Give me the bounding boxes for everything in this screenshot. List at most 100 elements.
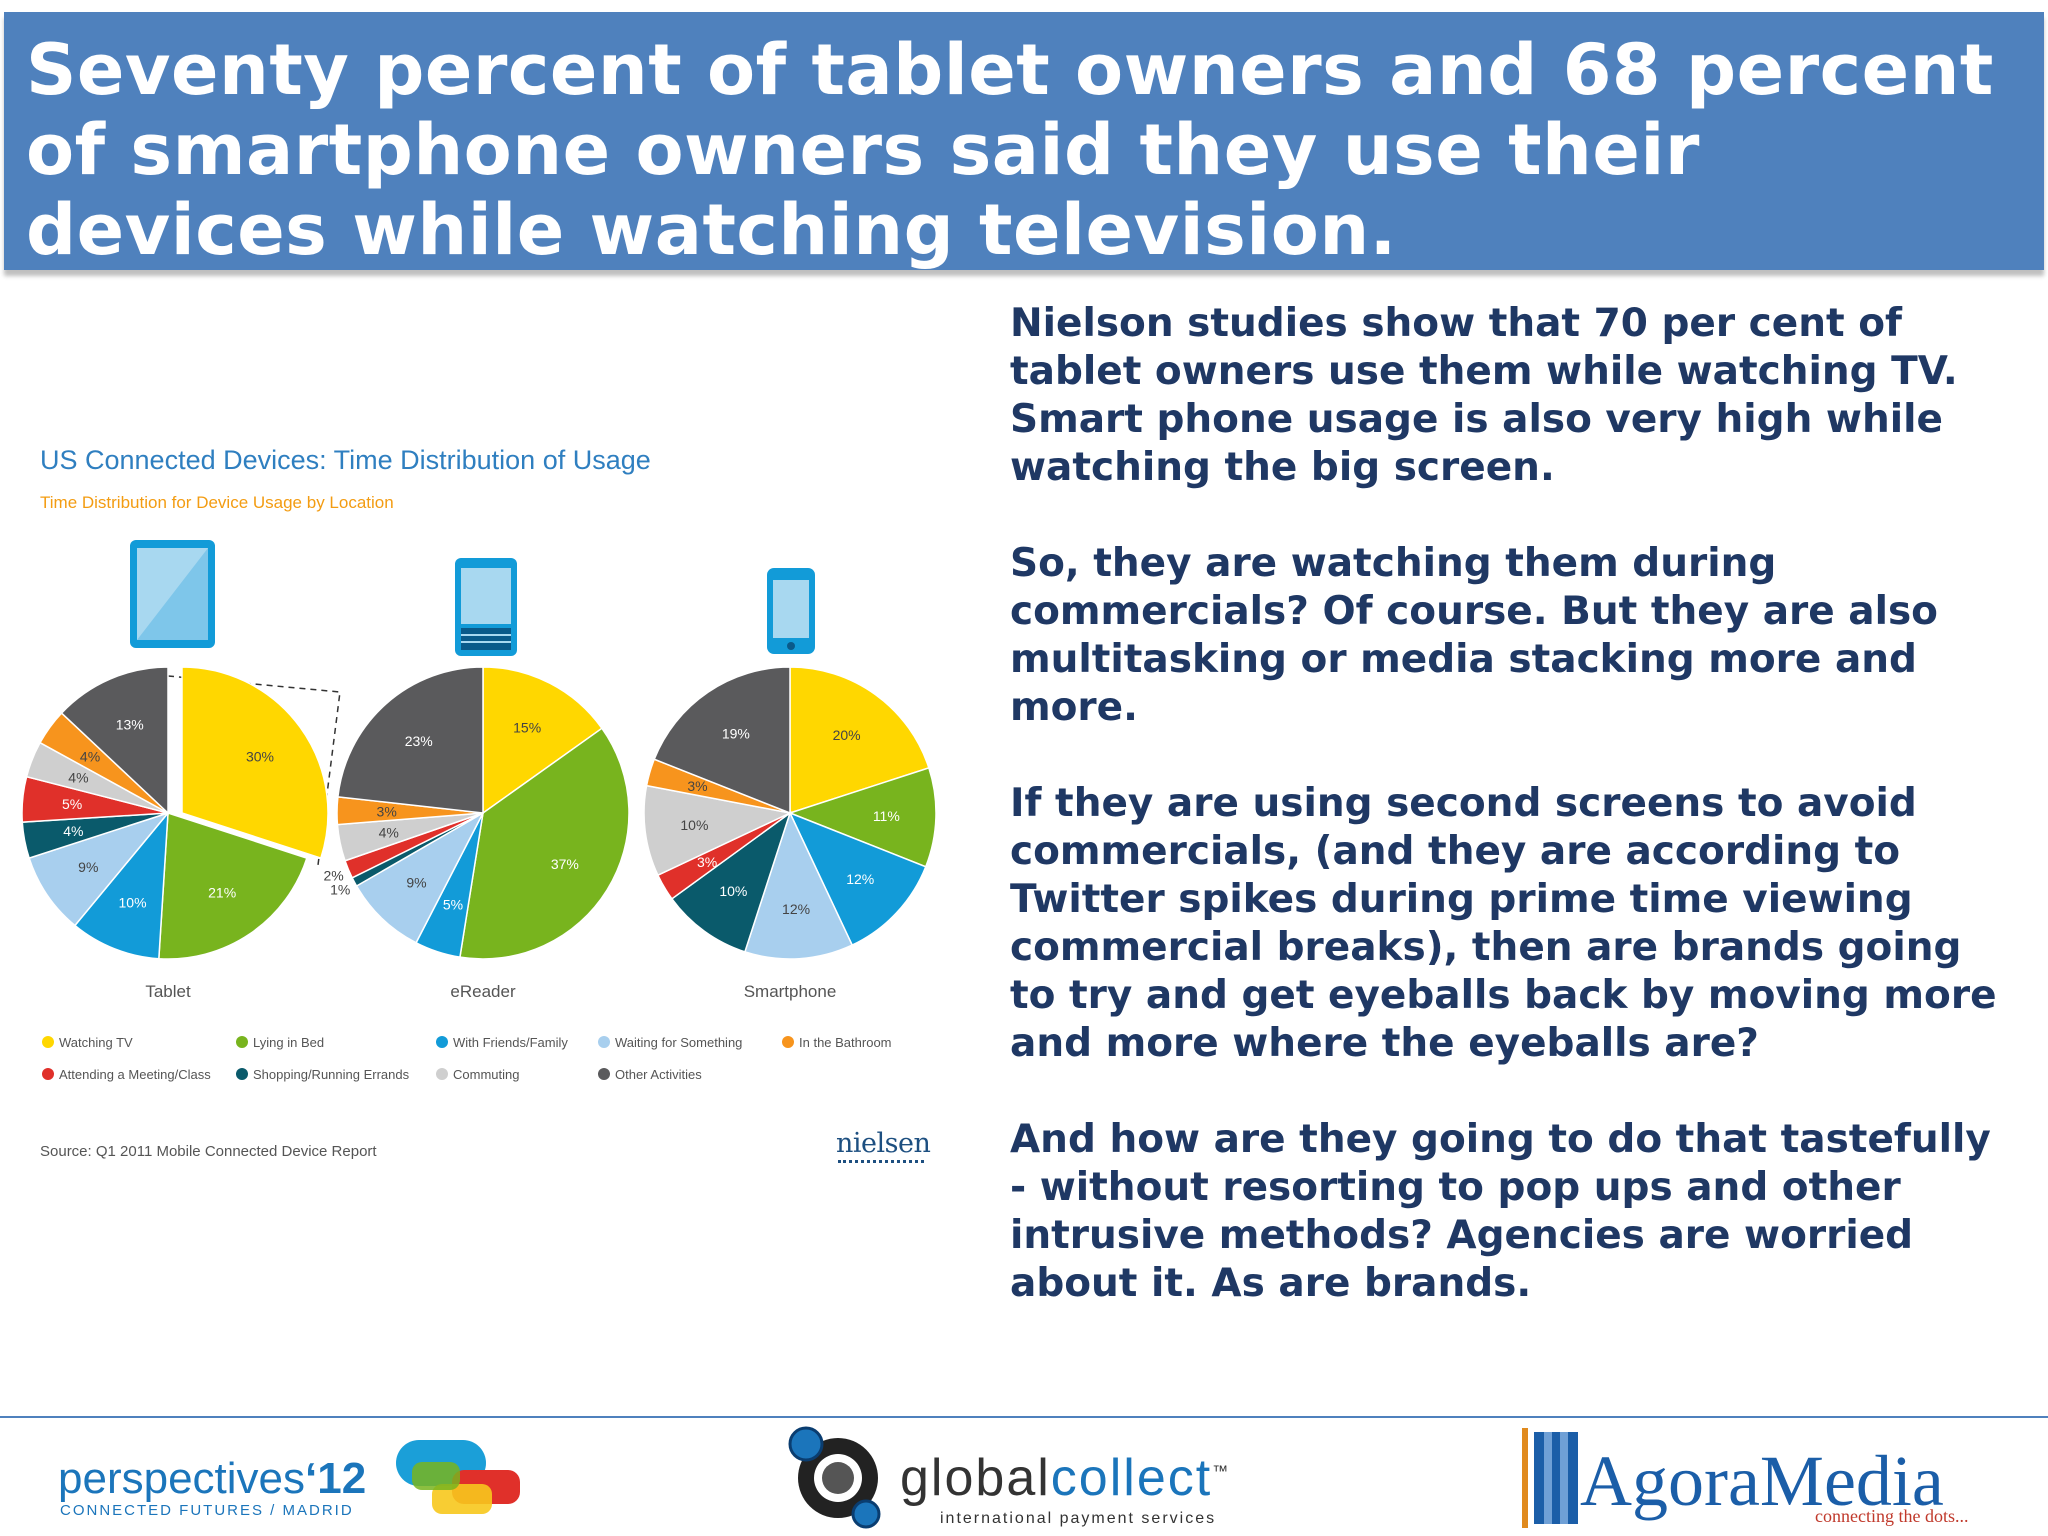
pie-label-ereader-lying-in-bed: 37% bbox=[551, 856, 579, 872]
pie-slice-smartphone-lying-in-bed bbox=[787, 766, 937, 868]
legend-item-waiting-for-something: Waiting for Something bbox=[598, 1035, 742, 1050]
pie-label-smartphone-attending-a-meeting-class: 3% bbox=[697, 854, 717, 870]
legend-swatch-attending-a-meeting-class bbox=[42, 1068, 54, 1080]
legend-label-with-friends-family: With Friends/Family bbox=[453, 1035, 568, 1050]
pie-label-ereader-commuting: 4% bbox=[379, 825, 399, 841]
pie-slice-smartphone-waiting-for-something bbox=[743, 810, 854, 960]
pie-slice-smartphone-other-activities bbox=[653, 666, 791, 815]
pie-label-smartphone-lying-in-bed: 11% bbox=[873, 808, 900, 824]
pie-label-smartphone-commuting: 10% bbox=[680, 817, 708, 833]
pie-label-smartphone-in-the-bathroom: 3% bbox=[687, 778, 707, 794]
legend-swatch-waiting-for-something bbox=[598, 1036, 610, 1048]
nielsen-logo: nielsen bbox=[836, 1128, 931, 1159]
chart-subtitle: Time Distribution for Device Usage by Lo… bbox=[40, 493, 394, 512]
pie-label-tablet-in-the-bathroom: 4% bbox=[80, 748, 100, 764]
globalcollect-word-a: global bbox=[900, 1449, 1051, 1507]
pie-charts: 30% 21% 10% 9% 4% 5% 4% 4% 13% Tablet 15% 37% 5% 9% 1%… bbox=[21, 540, 937, 1082]
pie-label-tablet-watching-tv: 30% bbox=[246, 748, 274, 764]
legend-item-commuting: Commuting bbox=[436, 1067, 519, 1082]
pie-label-ereader-attending-a-meeting-class: 2% bbox=[323, 868, 343, 884]
pie-label-smartphone-shopping-running-errands: 10% bbox=[719, 883, 747, 899]
pie-smartphone: 20%11%12%12%10%3%10%3%19%Smartphone bbox=[643, 666, 937, 1001]
globalcollect-icon bbox=[788, 1426, 881, 1529]
globalcollect-logo-text: globalcollect™ bbox=[900, 1448, 1230, 1508]
globalcollect-word-b: collect bbox=[1050, 1449, 1213, 1507]
pie-slice-tablet-waiting-for-something bbox=[28, 811, 171, 927]
perspectives-bubbles-icon bbox=[396, 1440, 520, 1514]
legend-swatch-shopping-running-errands bbox=[236, 1068, 248, 1080]
legend-swatch-watching-tv bbox=[42, 1036, 54, 1048]
footer: perspectives‘12 CONNECTED FUTURES / MADR… bbox=[0, 1420, 2048, 1536]
ereader-icon bbox=[455, 558, 517, 656]
pie-label-smartphone-other-activities: 19% bbox=[722, 725, 750, 741]
pie-label-ereader-with-friends-family: 5% bbox=[443, 897, 463, 913]
pie-slice-ereader-watching-tv bbox=[482, 666, 603, 815]
pie-slice-tablet-lying-in-bed bbox=[158, 811, 308, 960]
body-text: Nielson studies show that 70 per cent of… bbox=[1010, 300, 2020, 1356]
pie-name-smartphone: Smartphone bbox=[744, 982, 837, 1001]
legend-swatch-lying-in-bed bbox=[236, 1036, 248, 1048]
pie-label-smartphone-waiting-for-something: 12% bbox=[782, 901, 810, 917]
chart-figure: US Connected Devices: Time Distribution … bbox=[0, 290, 950, 1400]
title-banner-box: Seventy percent of tablet owners and 68 … bbox=[4, 12, 2044, 270]
pie-name-ereader: eReader bbox=[450, 982, 516, 1001]
pie-slice-ereader-other-activities bbox=[337, 666, 484, 814]
pie-label-ereader-watching-tv: 15% bbox=[513, 719, 541, 735]
legend-label-waiting-for-something: Waiting for Something bbox=[615, 1035, 742, 1050]
legend-item-other-activities: Other Activities bbox=[598, 1067, 702, 1082]
legend-item-watching-tv: Watching TV bbox=[42, 1035, 133, 1050]
pie-slice-tablet-watching-tv bbox=[181, 666, 329, 860]
agoramedia-logo-text: AgoraMedia bbox=[1580, 1441, 1944, 1521]
paragraph-1: Nielson studies show that 70 per cent of… bbox=[1010, 301, 1958, 490]
legend-item-lying-in-bed: Lying in Bed bbox=[236, 1035, 324, 1050]
pie-ereader: 15% 37% 5% 9% 1%2% 4% 3% 23% eReader bbox=[323, 666, 630, 1001]
pie-label-ereader-other-activities: 23% bbox=[405, 733, 433, 749]
legend-item-attending-a-meeting-class: Attending a Meeting/Class bbox=[42, 1067, 211, 1082]
legend-label-commuting: Commuting bbox=[453, 1067, 519, 1082]
perspectives-year: ‘12 bbox=[305, 1454, 367, 1503]
pie-slice-smartphone-with-friends-family bbox=[788, 811, 927, 947]
pie-slice-smartphone-shopping-running-errands bbox=[670, 811, 792, 953]
chart-source: Source: Q1 2011 Mobile Connected Device … bbox=[40, 1143, 377, 1160]
legend-swatch-in-the-bathroom bbox=[782, 1036, 794, 1048]
legend-label-other-activities: Other Activities bbox=[615, 1067, 702, 1082]
pie-label-tablet-attending-a-meeting-class: 5% bbox=[62, 796, 82, 812]
tablet-icon bbox=[130, 540, 215, 648]
footer-divider bbox=[0, 1416, 2048, 1418]
paragraph-2: So, they are watching them during commer… bbox=[1010, 541, 1938, 730]
perspectives-logo-text: perspectives‘12 bbox=[58, 1454, 366, 1504]
pie-slice-ereader-lying-in-bed bbox=[459, 727, 630, 960]
pie-label-ereader-in-the-bathroom: 3% bbox=[377, 803, 397, 819]
pie-slice-smartphone-commuting bbox=[643, 784, 793, 877]
legend-label-watching-tv: Watching TV bbox=[59, 1035, 133, 1050]
nielsen-logo-dots bbox=[838, 1160, 924, 1167]
legend-swatch-with-friends-family bbox=[436, 1036, 448, 1048]
chart-title: US Connected Devices: Time Distribution … bbox=[40, 445, 651, 475]
pie-slice-tablet-with-friends-family bbox=[73, 810, 169, 960]
agoramedia-tagline: connecting the dots... bbox=[1815, 1506, 1969, 1526]
pie-label-tablet-other-activities: 13% bbox=[116, 717, 144, 733]
pie-label-ereader-waiting-for-something: 9% bbox=[406, 875, 426, 891]
perspectives-word: perspectives bbox=[58, 1454, 306, 1503]
paragraph-3: If they are using second screens to avoi… bbox=[1010, 781, 1997, 1066]
pie-slice-tablet-other-activities bbox=[60, 666, 169, 815]
pie-name-tablet: Tablet bbox=[145, 982, 191, 1001]
pie-slice-ereader-waiting-for-something bbox=[355, 811, 485, 944]
pie-label-ereader-shopping-running-errands: 1% bbox=[330, 882, 350, 898]
legend-label-attending-a-meeting-class: Attending a Meeting/Class bbox=[59, 1067, 211, 1082]
pie-label-tablet-lying-in-bed: 21% bbox=[208, 885, 236, 901]
legend-swatch-other-activities bbox=[598, 1068, 610, 1080]
smartphone-icon bbox=[767, 568, 815, 654]
legend-label-lying-in-bed: Lying in Bed bbox=[253, 1035, 324, 1050]
globalcollect-tm: ™ bbox=[1212, 1463, 1231, 1481]
legend-item-with-friends-family: With Friends/Family bbox=[436, 1035, 568, 1050]
legend-item-in-the-bathroom: In the Bathroom bbox=[782, 1035, 892, 1050]
legend-item-shopping-running-errands: Shopping/Running Errands bbox=[236, 1067, 410, 1082]
pie-label-tablet-shopping-running-errands: 4% bbox=[63, 823, 83, 839]
agoramedia-column-icon bbox=[1522, 1428, 1578, 1528]
paragraph-4: And how are they going to do that tastef… bbox=[1010, 1117, 1991, 1306]
title-banner: Seventy percent of tablet owners and 68 … bbox=[0, 0, 2048, 282]
pie-label-tablet-waiting-for-something: 9% bbox=[78, 859, 98, 875]
pie-label-smartphone-watching-tv: 20% bbox=[833, 727, 861, 743]
legend-swatch-commuting bbox=[436, 1068, 448, 1080]
